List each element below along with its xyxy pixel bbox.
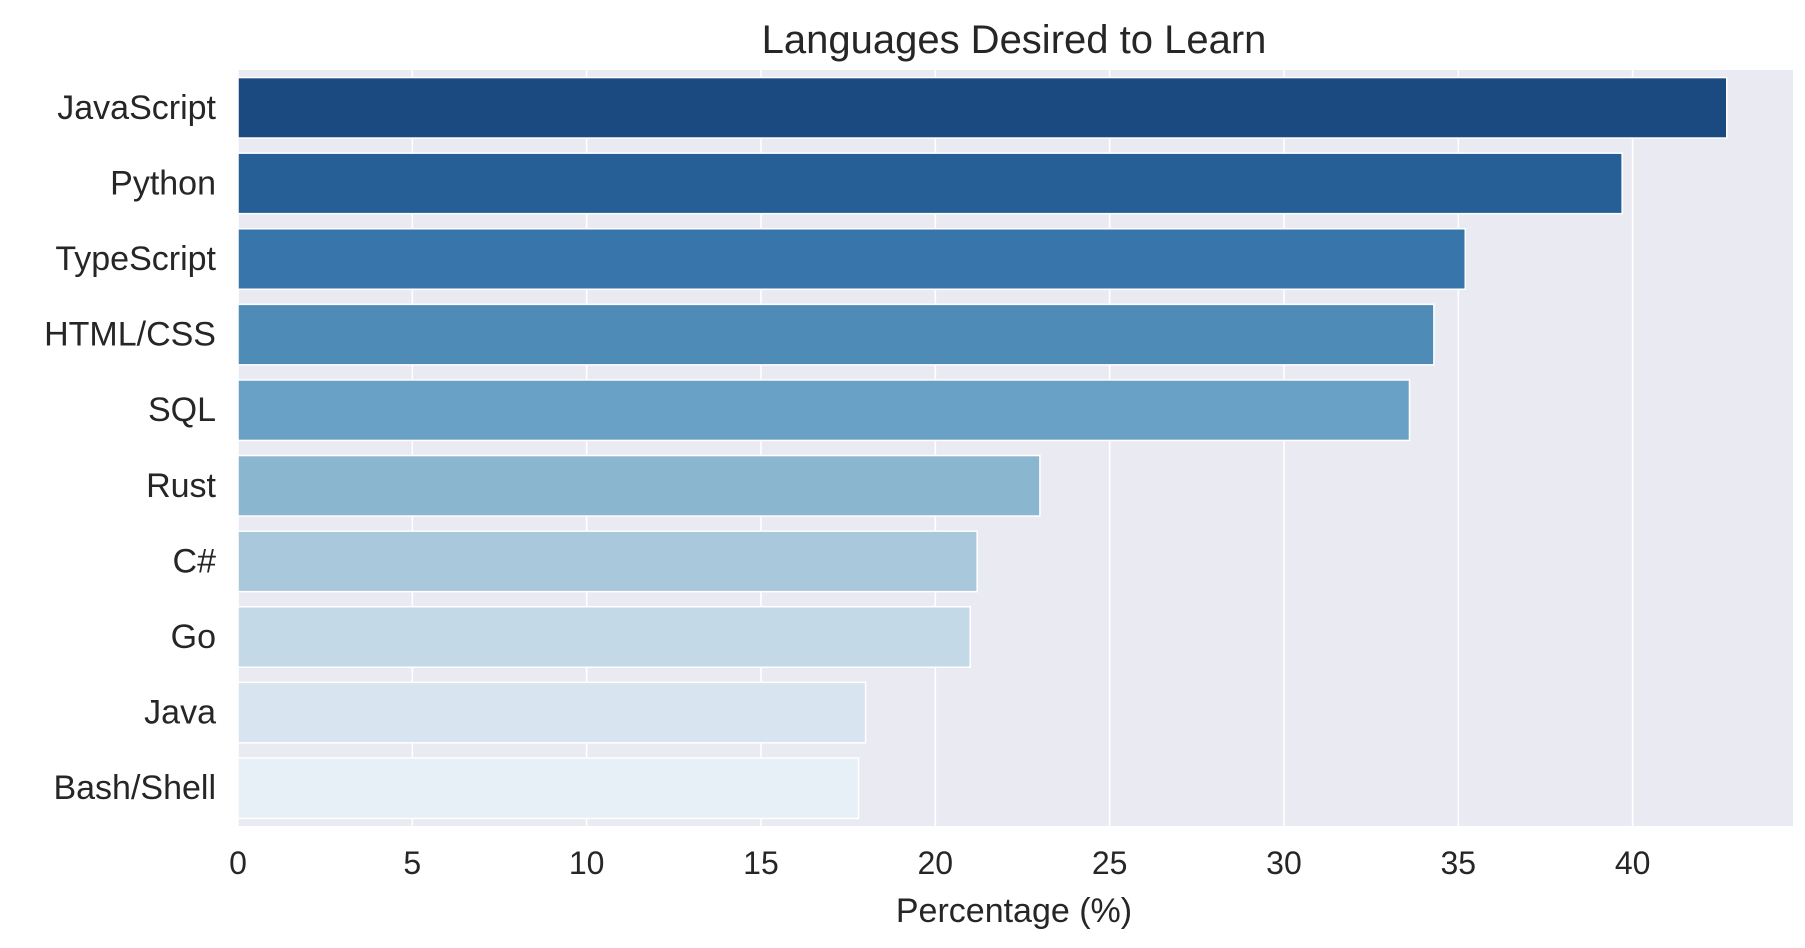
category-label: TypeScript xyxy=(55,240,216,278)
category-label: Bash/Shell xyxy=(53,769,216,807)
x-tick-label: 35 xyxy=(1440,845,1476,881)
bar-python xyxy=(237,152,1623,215)
chart-title: Languages Desired to Learn xyxy=(762,18,1267,62)
x-tick-label: 40 xyxy=(1615,845,1651,881)
category-labels: JavaScript Python TypeScript HTML/CSS SQL Rus… xyxy=(44,89,216,807)
bar-sql xyxy=(237,379,1411,442)
x-tick-label: 20 xyxy=(918,845,954,881)
x-tick-label: 15 xyxy=(743,845,779,881)
x-tick-label: 10 xyxy=(569,845,605,881)
bar-go xyxy=(237,606,971,668)
category-label: JavaScript xyxy=(57,89,216,127)
x-tick-label: 5 xyxy=(403,845,421,881)
x-tick-label: 25 xyxy=(1092,845,1128,881)
bar-typescript xyxy=(237,228,1467,290)
x-tick-label: 30 xyxy=(1266,845,1302,881)
bar-java xyxy=(237,681,867,744)
x-tick-label: 0 xyxy=(229,845,247,881)
x-axis-label: Percentage (%) xyxy=(896,892,1132,930)
bar-c- xyxy=(237,530,978,593)
category-label: C# xyxy=(173,542,217,580)
bars xyxy=(237,76,1728,820)
category-label: Go xyxy=(171,618,216,656)
category-label: Rust xyxy=(146,467,216,505)
bar-html-css xyxy=(237,303,1435,366)
category-label: SQL xyxy=(148,391,216,429)
bar-bash-shell xyxy=(237,757,860,820)
category-label: Python xyxy=(110,164,216,202)
category-label: HTML/CSS xyxy=(44,316,216,354)
bar-javascript xyxy=(237,76,1728,139)
category-label: Java xyxy=(144,694,216,732)
bar-rust xyxy=(237,454,1041,517)
x-tick-labels: 0 5 10 15 20 25 30 35 40 xyxy=(229,845,1650,881)
